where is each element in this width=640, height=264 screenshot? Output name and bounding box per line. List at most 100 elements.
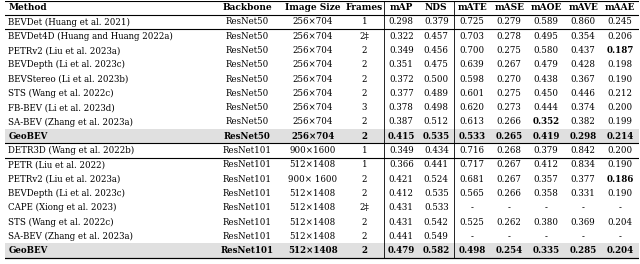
Text: 2: 2 xyxy=(362,132,367,141)
Text: Method: Method xyxy=(8,3,47,12)
Text: 256×704: 256×704 xyxy=(292,60,333,69)
Text: 2: 2 xyxy=(362,232,367,241)
Text: 0.298: 0.298 xyxy=(388,17,414,26)
Text: 0.860: 0.860 xyxy=(571,17,596,26)
Text: mAOE: mAOE xyxy=(531,3,562,12)
Text: mAP: mAP xyxy=(390,3,413,12)
Text: ResNet101: ResNet101 xyxy=(223,189,272,198)
Text: 256×704: 256×704 xyxy=(292,89,333,98)
Text: Frames: Frames xyxy=(346,3,383,12)
Text: 0.354: 0.354 xyxy=(571,32,596,41)
Text: 0.186: 0.186 xyxy=(607,175,634,184)
Text: 900× 1600: 900× 1600 xyxy=(288,175,337,184)
Text: 0.428: 0.428 xyxy=(571,60,596,69)
Text: 0.524: 0.524 xyxy=(424,175,449,184)
Text: 0.275: 0.275 xyxy=(497,89,522,98)
Text: 0.367: 0.367 xyxy=(571,75,596,84)
Text: FB-BEV (Li et al. 2023d): FB-BEV (Li et al. 2023d) xyxy=(8,103,115,112)
Text: ResNet50: ResNet50 xyxy=(226,117,269,126)
Text: 256×704: 256×704 xyxy=(292,117,333,126)
Text: 0.639: 0.639 xyxy=(460,60,484,69)
Text: 0.582: 0.582 xyxy=(422,246,450,255)
Text: 2: 2 xyxy=(362,117,367,126)
Text: 0.265: 0.265 xyxy=(495,132,523,141)
Text: 0.200: 0.200 xyxy=(607,146,633,155)
Text: 0.700: 0.700 xyxy=(460,46,485,55)
Text: 0.204: 0.204 xyxy=(607,246,634,255)
Text: 512×1408: 512×1408 xyxy=(290,189,336,198)
Text: 0.366: 0.366 xyxy=(389,160,413,169)
Text: 0.204: 0.204 xyxy=(608,218,633,227)
Text: PETRv2 (Liu et al. 2023a): PETRv2 (Liu et al. 2023a) xyxy=(8,46,121,55)
Text: BEVStereo (Li et al. 2023b): BEVStereo (Li et al. 2023b) xyxy=(8,75,129,84)
Text: 0.267: 0.267 xyxy=(497,160,522,169)
Text: 0.298: 0.298 xyxy=(570,132,597,141)
Text: 512×1408: 512×1408 xyxy=(290,203,336,212)
Text: 0.349: 0.349 xyxy=(389,46,413,55)
Text: -: - xyxy=(619,203,621,212)
Text: 0.187: 0.187 xyxy=(607,46,634,55)
Text: 2: 2 xyxy=(362,89,367,98)
Text: 0.441: 0.441 xyxy=(388,232,414,241)
Text: -: - xyxy=(582,232,585,241)
Text: -: - xyxy=(471,232,474,241)
Text: 0.377: 0.377 xyxy=(389,89,413,98)
Text: -: - xyxy=(508,232,511,241)
Text: BEVDet4D (Huang and Huang 2022a): BEVDet4D (Huang and Huang 2022a) xyxy=(8,32,173,41)
Text: 0.322: 0.322 xyxy=(389,32,413,41)
Text: ResNet101: ResNet101 xyxy=(223,160,272,169)
Text: 512×1408: 512×1408 xyxy=(288,246,338,255)
Text: 1: 1 xyxy=(362,146,367,155)
Text: 2: 2 xyxy=(362,75,367,84)
Text: PETR (Liu et al. 2022): PETR (Liu et al. 2022) xyxy=(8,160,106,169)
Text: -: - xyxy=(619,232,621,241)
Text: 0.681: 0.681 xyxy=(460,175,485,184)
Text: 0.285: 0.285 xyxy=(570,246,597,255)
Text: 0.266: 0.266 xyxy=(497,189,522,198)
Text: 0.717: 0.717 xyxy=(460,160,484,169)
Text: 0.444: 0.444 xyxy=(534,103,559,112)
Text: 0.377: 0.377 xyxy=(571,175,596,184)
Text: Image Size: Image Size xyxy=(285,3,340,12)
Text: 0.479: 0.479 xyxy=(388,246,415,255)
Text: 0.200: 0.200 xyxy=(607,103,633,112)
Text: -: - xyxy=(582,203,585,212)
Text: 0.620: 0.620 xyxy=(460,103,484,112)
Text: 0.349: 0.349 xyxy=(389,146,413,155)
Text: 256×704: 256×704 xyxy=(292,46,333,55)
Text: 0.190: 0.190 xyxy=(607,75,633,84)
Text: mASE: mASE xyxy=(494,3,524,12)
Text: 0.212: 0.212 xyxy=(608,89,633,98)
Text: 0.479: 0.479 xyxy=(534,60,559,69)
Text: 0.268: 0.268 xyxy=(497,146,522,155)
Text: 512×1408: 512×1408 xyxy=(290,160,336,169)
Text: 2: 2 xyxy=(362,175,367,184)
Text: -: - xyxy=(508,203,511,212)
Text: 2‡: 2‡ xyxy=(359,32,369,41)
Text: 0.378: 0.378 xyxy=(389,103,413,112)
Text: 0.412: 0.412 xyxy=(534,160,559,169)
Text: 0.270: 0.270 xyxy=(497,75,522,84)
Text: 0.266: 0.266 xyxy=(497,117,522,126)
Text: 0.357: 0.357 xyxy=(534,175,559,184)
Text: 256×704: 256×704 xyxy=(291,132,335,141)
Text: 0.369: 0.369 xyxy=(571,218,596,227)
Text: ResNet101: ResNet101 xyxy=(223,175,272,184)
Text: 0.374: 0.374 xyxy=(571,103,596,112)
Text: 0.262: 0.262 xyxy=(497,218,522,227)
Text: 256×704: 256×704 xyxy=(292,103,333,112)
Text: 0.379: 0.379 xyxy=(534,146,559,155)
Text: 0.533: 0.533 xyxy=(424,203,449,212)
Text: 0.475: 0.475 xyxy=(424,60,449,69)
Text: 0.267: 0.267 xyxy=(497,175,522,184)
Text: 3: 3 xyxy=(362,103,367,112)
Text: ResNet50: ResNet50 xyxy=(226,89,269,98)
Text: 2: 2 xyxy=(362,189,367,198)
Text: 0.525: 0.525 xyxy=(460,218,484,227)
Text: 0.535: 0.535 xyxy=(424,189,449,198)
Text: 512×1408: 512×1408 xyxy=(290,232,336,241)
Text: 256×704: 256×704 xyxy=(292,32,333,41)
Text: CAPE (Xiong et al. 2023): CAPE (Xiong et al. 2023) xyxy=(8,203,116,212)
Text: BEVDepth (Li et al. 2023c): BEVDepth (Li et al. 2023c) xyxy=(8,60,125,69)
Text: 0.372: 0.372 xyxy=(389,75,413,84)
